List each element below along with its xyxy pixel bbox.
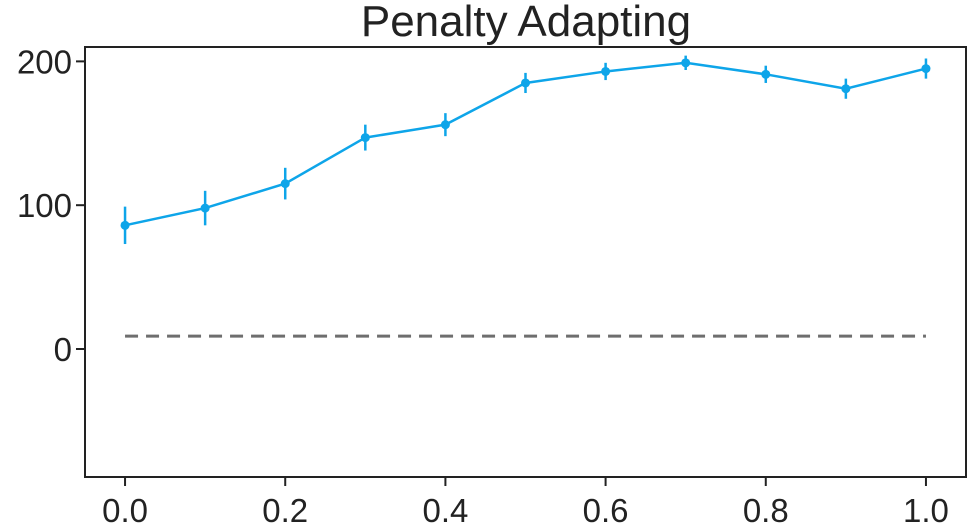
data-point — [921, 64, 931, 74]
x-tick-label: 0.0 — [102, 492, 148, 529]
chart-title: Penalty Adapting — [361, 0, 691, 46]
data-point — [280, 179, 290, 189]
data-point — [440, 120, 450, 130]
y-tick-label: 0 — [54, 331, 72, 368]
data-point — [601, 66, 611, 76]
series-layer — [120, 55, 931, 245]
y-tick-label: 100 — [17, 187, 72, 224]
x-axis-ticks: 0.0 0.2 0.4 0.6 0.8 1.0 — [102, 477, 949, 529]
x-tick-label: 0.8 — [743, 492, 789, 529]
data-point — [681, 58, 691, 68]
plot-area-frame — [84, 46, 967, 478]
y-tick-label: 200 — [17, 43, 72, 80]
x-tick-label: 0.4 — [422, 492, 468, 529]
x-tick-label: 1.0 — [903, 492, 949, 529]
data-point — [360, 133, 370, 143]
x-tick-label: 0.6 — [583, 492, 629, 529]
data-point — [120, 220, 130, 230]
data-point — [761, 69, 771, 79]
y-axis-ticks: 0 100 200 — [17, 43, 85, 368]
x-tick-label: 0.2 — [262, 492, 308, 529]
data-point — [200, 203, 210, 213]
data-point — [521, 78, 530, 88]
data-point — [841, 84, 851, 94]
